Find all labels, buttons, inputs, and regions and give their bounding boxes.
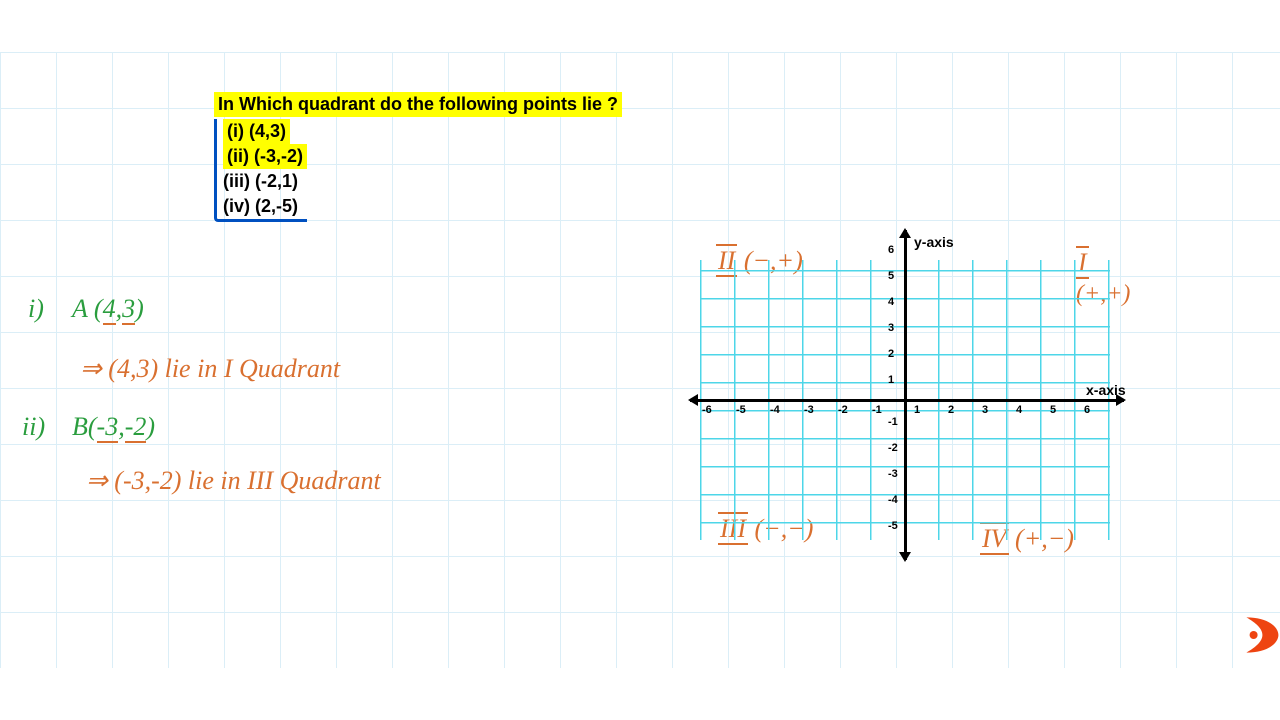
y-tick: 2	[888, 348, 894, 360]
x-tick: 1	[914, 404, 920, 416]
question-items-bracket: (i) (4,3) (ii) (-3,-2) (iii) (-2,1) (iv)…	[214, 119, 307, 222]
x-axis	[690, 399, 1124, 402]
y-tick: -3	[888, 468, 898, 480]
work-line4: ⇒ (-3,-2) lie in III Quadrant	[86, 466, 381, 496]
work-line2: ⇒ (4,3) lie in I Quadrant	[80, 354, 340, 384]
y-axis-label: y-axis	[914, 234, 954, 250]
x-tick: 6	[1084, 404, 1090, 416]
x-tick: 5	[1050, 404, 1056, 416]
x-tick: 3	[982, 404, 988, 416]
work-line1-prefix: i)	[28, 294, 44, 324]
y-tick: -1	[888, 416, 898, 428]
y-tick: 6	[888, 244, 894, 256]
x-tick: -2	[838, 404, 848, 416]
y-tick: 1	[888, 374, 894, 386]
coordinate-chart: y-axis x-axis -6-5-4-3-2-1123456 654321-…	[690, 240, 1130, 560]
y-tick: 5	[888, 270, 894, 282]
y-tick: -5	[888, 520, 898, 532]
y-axis	[904, 230, 907, 560]
x-tick: 4	[1016, 404, 1022, 416]
question-box: In Which quadrant do the following point…	[214, 92, 622, 222]
x-tick: -1	[872, 404, 882, 416]
question-title: In Which quadrant do the following point…	[214, 92, 622, 117]
question-item-2: (ii) (-3,-2)	[223, 144, 307, 169]
work-line1-point: A (4,3)	[72, 294, 144, 324]
x-tick: -3	[804, 404, 814, 416]
x-tick: 2	[948, 404, 954, 416]
y-tick: -2	[888, 442, 898, 454]
brand-logo-icon	[1240, 610, 1280, 660]
question-item-1: (i) (4,3)	[223, 119, 290, 144]
work-line3-point: B(-3,-2)	[72, 412, 155, 442]
y-tick: 3	[888, 322, 894, 334]
question-item-3: (iii) (-2,1)	[223, 169, 307, 194]
work-line3-prefix: ii)	[22, 412, 45, 442]
y-tick: 4	[888, 296, 894, 308]
x-tick: -4	[770, 404, 780, 416]
x-axis-label: x-axis	[1086, 382, 1126, 398]
x-tick: -5	[736, 404, 746, 416]
question-item-4: (iv) (2,-5)	[223, 194, 307, 219]
x-tick: -6	[702, 404, 712, 416]
y-tick: -4	[888, 494, 898, 506]
